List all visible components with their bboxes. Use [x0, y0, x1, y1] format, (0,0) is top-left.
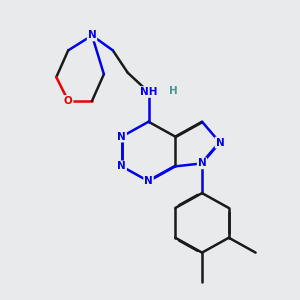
- Text: N: N: [144, 176, 153, 186]
- Text: NH: NH: [140, 87, 157, 97]
- Text: O: O: [64, 96, 73, 106]
- Text: N: N: [215, 138, 224, 148]
- Text: N: N: [117, 132, 126, 142]
- Text: N: N: [88, 31, 96, 40]
- Text: H: H: [169, 85, 178, 95]
- Text: N: N: [117, 161, 126, 171]
- Text: N: N: [198, 158, 206, 168]
